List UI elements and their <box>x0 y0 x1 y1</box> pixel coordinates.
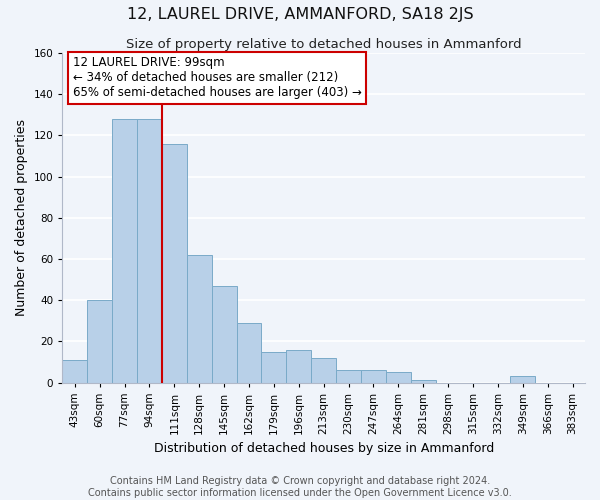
Bar <box>262 352 286 382</box>
Bar <box>162 144 187 382</box>
Text: 12 LAUREL DRIVE: 99sqm
← 34% of detached houses are smaller (212)
65% of semi-de: 12 LAUREL DRIVE: 99sqm ← 34% of detached… <box>73 56 362 100</box>
Y-axis label: Number of detached properties: Number of detached properties <box>15 120 28 316</box>
Text: 12, LAUREL DRIVE, AMMANFORD, SA18 2JS: 12, LAUREL DRIVE, AMMANFORD, SA18 2JS <box>127 8 473 22</box>
Bar <box>236 323 262 382</box>
X-axis label: Distribution of detached houses by size in Ammanford: Distribution of detached houses by size … <box>154 442 494 455</box>
Bar <box>212 286 236 382</box>
Bar <box>112 119 137 382</box>
Bar <box>87 300 112 382</box>
Bar <box>286 350 311 382</box>
Bar <box>386 372 411 382</box>
Bar <box>361 370 386 382</box>
Bar <box>137 119 162 382</box>
Bar <box>311 358 336 382</box>
Bar <box>511 376 535 382</box>
Bar <box>187 255 212 382</box>
Bar <box>336 370 361 382</box>
Title: Size of property relative to detached houses in Ammanford: Size of property relative to detached ho… <box>126 38 521 51</box>
Bar <box>62 360 87 382</box>
Bar <box>411 380 436 382</box>
Text: Contains HM Land Registry data © Crown copyright and database right 2024.
Contai: Contains HM Land Registry data © Crown c… <box>88 476 512 498</box>
